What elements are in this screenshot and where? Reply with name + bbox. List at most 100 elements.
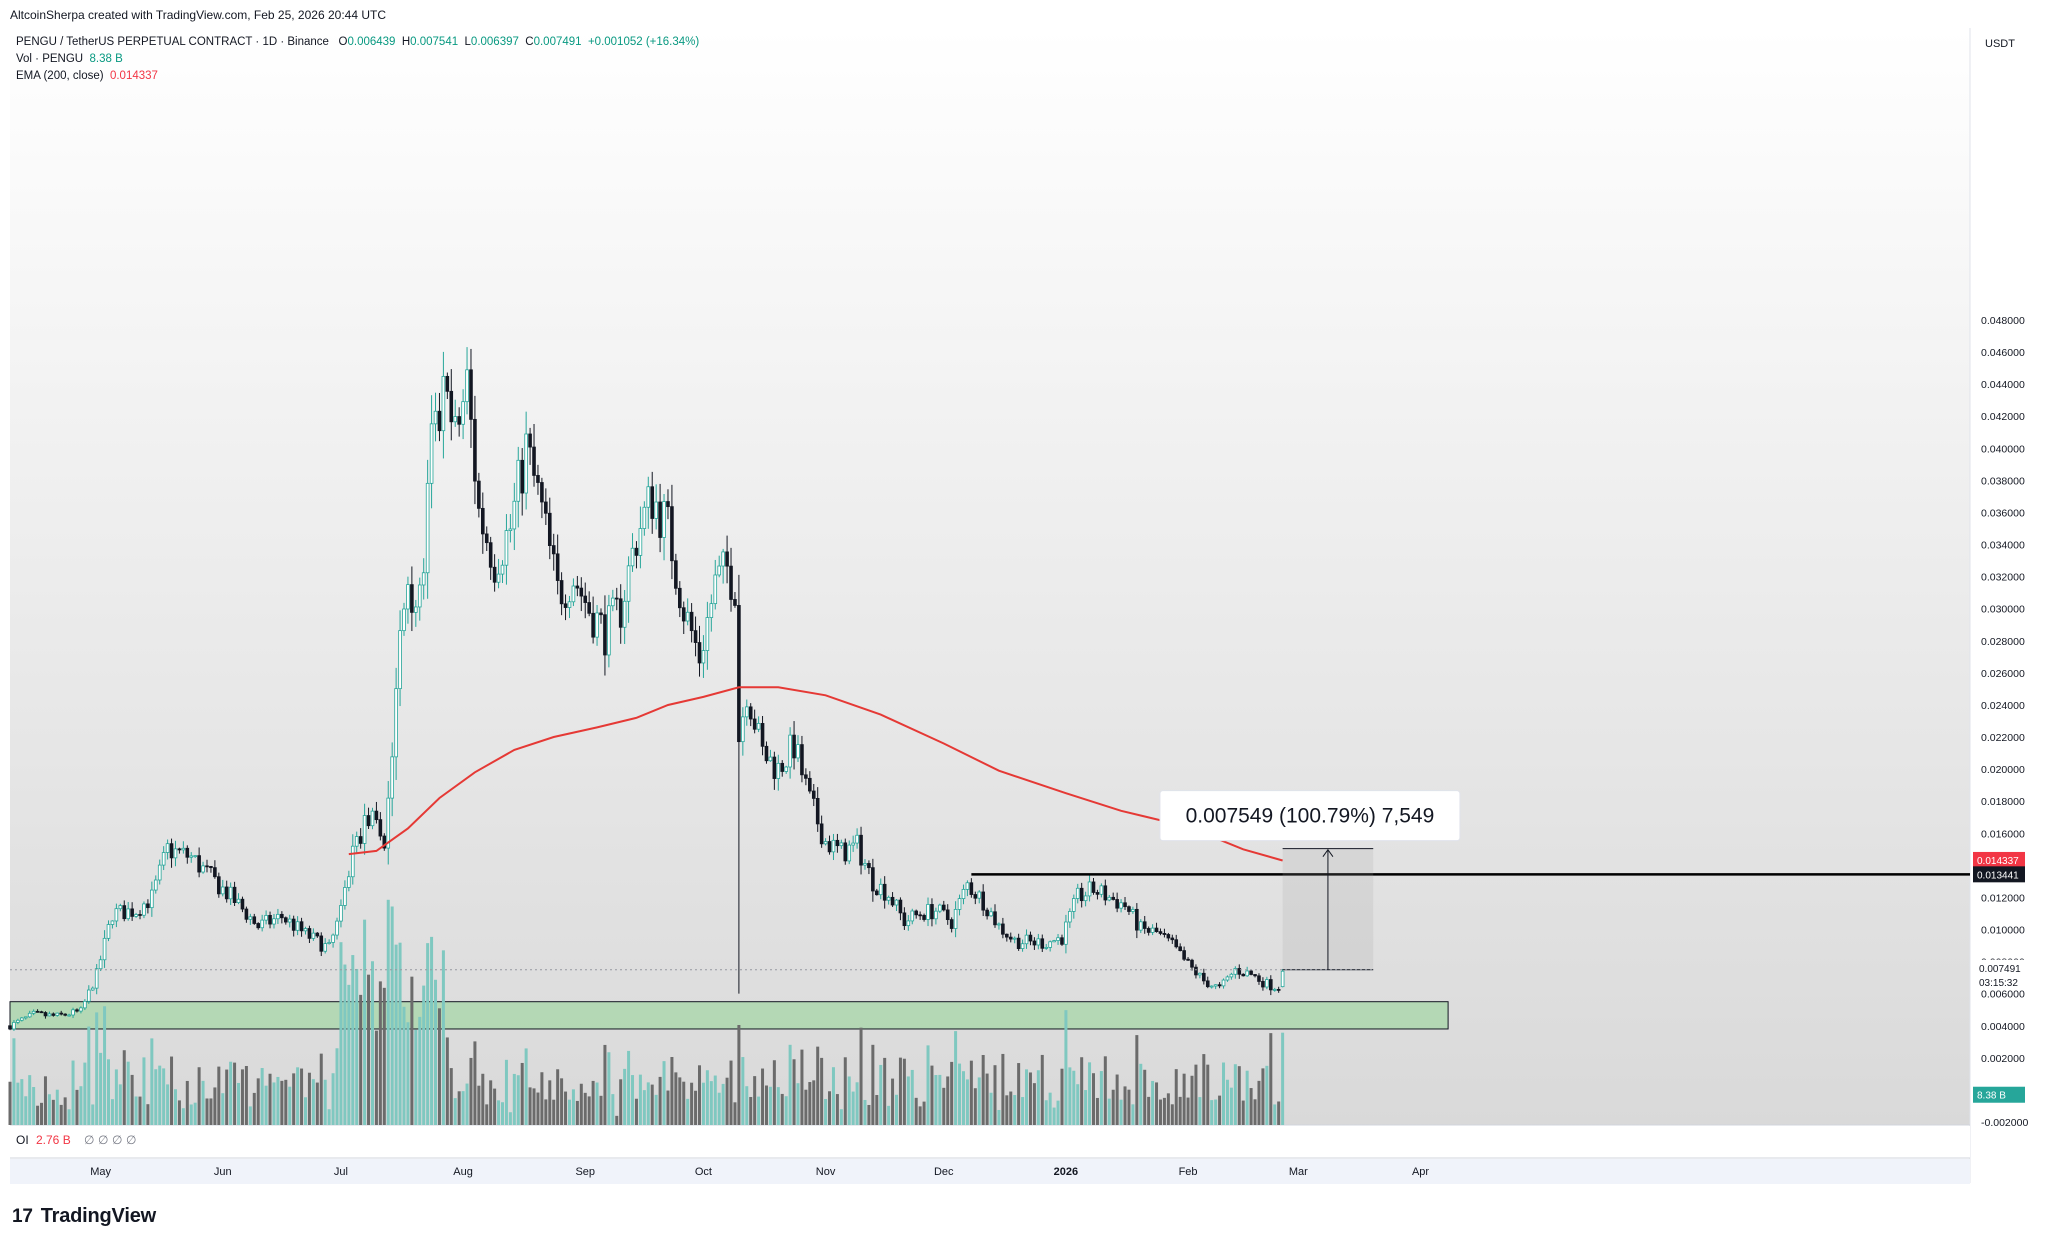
y-tick-label: 0.040000 — [1981, 443, 2025, 455]
volume-bar — [126, 1061, 130, 1125]
volume-bar — [217, 1066, 221, 1125]
volume-bar — [12, 1038, 16, 1125]
volume-bar — [930, 1065, 934, 1125]
volume-bar — [55, 1089, 59, 1125]
volume-bar — [646, 1082, 650, 1125]
volume-bar — [1009, 1091, 1013, 1125]
candle-body — [729, 565, 733, 600]
candle-body — [949, 919, 954, 929]
volume-bar — [560, 1078, 564, 1125]
y-tick-label: 0.020000 — [1981, 764, 2025, 776]
volume-bar — [134, 1096, 138, 1125]
volume-bar — [1123, 1086, 1127, 1125]
x-tick-label: Feb — [1179, 1166, 1198, 1178]
volume-bar — [540, 1072, 544, 1125]
volume-bar — [725, 1077, 729, 1125]
price-badges: 0.014337 0.013441 8.38 B 0.007491 03:15:32 — [1973, 851, 2025, 1103]
candle-body — [1154, 927, 1159, 933]
symbol-row[interactable]: PENGU / TetherUS PERPETUAL CONTRACT · 1D… — [16, 34, 699, 51]
candle-body — [867, 863, 871, 869]
volume-bar — [587, 1096, 591, 1125]
volume-bar — [599, 1095, 603, 1125]
volume-bar — [434, 979, 438, 1125]
volume-bar — [382, 987, 386, 1125]
candle-body — [461, 401, 465, 425]
volume-bar — [1277, 1101, 1281, 1125]
candle-body — [855, 834, 859, 844]
volume-bar — [107, 1059, 110, 1125]
volume-bar — [24, 1096, 28, 1125]
volume-bar — [627, 1050, 631, 1125]
candle-body — [39, 1011, 44, 1014]
volume-bar — [516, 1075, 520, 1125]
volume-bar — [181, 1108, 185, 1125]
volume-bar — [1225, 1079, 1229, 1125]
drawings-layer[interactable]: 0.007549 (100.79%) 7,549 — [10, 790, 1970, 971]
ema-row[interactable]: EMA (200, close) 0.014337 — [16, 68, 699, 85]
candle-body — [16, 1019, 20, 1023]
candle-body — [705, 617, 710, 651]
volume-bar — [75, 1089, 79, 1125]
candle-body — [173, 848, 178, 859]
volume-bar — [800, 1049, 804, 1125]
candle-body — [130, 908, 134, 917]
candle-body — [910, 910, 915, 922]
volume-bar — [859, 1027, 863, 1125]
volume-bar — [1076, 1084, 1080, 1125]
volume-bar — [891, 1078, 895, 1125]
currency-label: USDT — [1985, 38, 2015, 50]
price-chart[interactable]: USDT 0.007549 (100.79%) 7,549 0.048000 0.… — [0, 0, 2048, 1195]
candle-body — [784, 766, 788, 772]
candle-body — [236, 898, 241, 903]
volume-bar — [378, 981, 382, 1125]
open-interest-pane[interactable]: OI 2.76 B ∅ ∅ ∅ ∅ — [10, 1129, 1970, 1159]
volume-bar — [583, 1092, 587, 1125]
y-tick-label: 0.002000 — [1981, 1053, 2025, 1065]
candle-body — [571, 585, 576, 603]
candle-body — [35, 1010, 40, 1013]
candle-body — [839, 842, 844, 847]
volume-bar — [339, 942, 343, 1125]
volume-bar — [177, 1100, 181, 1125]
volume-bar — [256, 1078, 260, 1125]
volume-bar — [887, 1105, 891, 1125]
x-tick-label: Dec — [934, 1166, 954, 1178]
candle-body — [90, 987, 95, 991]
volume-bar — [867, 1104, 871, 1125]
candle-body — [674, 560, 678, 589]
x-tick-label: Oct — [695, 1166, 712, 1178]
volume-bar — [571, 1089, 575, 1125]
volume-bar — [973, 1088, 977, 1125]
volume-bar — [820, 1057, 824, 1125]
volume-bar — [276, 1076, 280, 1125]
candle-body — [71, 1009, 75, 1016]
close-label: C — [525, 36, 534, 48]
candle-body — [27, 1012, 32, 1018]
candle-body — [1024, 934, 1029, 945]
candle-body — [1166, 934, 1171, 939]
volume-layer — [8, 899, 1285, 1125]
candle-body — [311, 932, 316, 939]
volume-bar — [95, 1012, 99, 1125]
volume-bar — [875, 1095, 879, 1125]
tradingview-logo[interactable]: 17 TradingView — [12, 1205, 156, 1228]
volume-bar — [607, 1052, 611, 1125]
candle-body — [1229, 973, 1234, 978]
volume-bar — [110, 1099, 114, 1125]
candle-body — [843, 842, 848, 862]
volume-bar — [1005, 1095, 1009, 1125]
candle-body — [902, 912, 907, 927]
volume-bar — [386, 899, 390, 1125]
candle-body — [79, 1007, 83, 1012]
volume-bar — [158, 1065, 162, 1125]
volume-row[interactable]: Vol · PENGU 8.38 B — [16, 51, 699, 68]
volume-bar — [1080, 1057, 1084, 1125]
price-badge-label: 8.38 B — [1977, 1091, 2006, 1102]
candle-body — [161, 852, 166, 866]
candle-body — [701, 650, 706, 664]
time-axis[interactable]: May Jun Jul Aug Sep Oct Nov Dec 2026 Feb Mar Apr — [90, 1166, 1429, 1178]
candle-body — [721, 551, 725, 567]
candle-body — [224, 886, 229, 900]
candle-body — [181, 847, 186, 851]
candle-body — [264, 914, 268, 921]
